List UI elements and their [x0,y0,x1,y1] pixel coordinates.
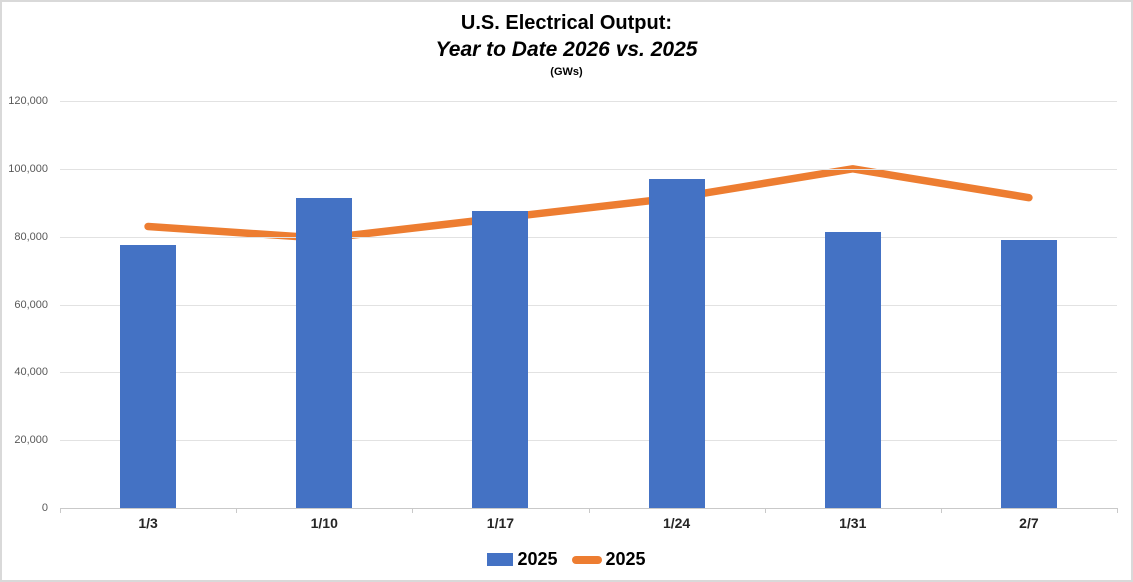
x-axis-label-2-7: 2/7 [1019,515,1039,531]
chart-header: U.S. Electrical Output: Year to Date 202… [2,10,1131,80]
x-axis-tick [1117,508,1118,513]
line-series-path [144,165,1033,243]
chart-units-label: (GWs) [550,66,583,78]
y-axis-label-40000: 40,000 [14,366,48,379]
bar-1-17 [472,211,529,508]
gridline-60000 [60,304,1117,306]
y-axis-label-100000: 100,000 [8,162,48,175]
legend: 2025 2025 [2,549,1131,570]
legend-item-line: 2025 [571,549,646,570]
y-axis-label-120000: 120,000 [8,95,48,107]
line-series-layer [144,165,1033,243]
x-axis-tick [236,508,238,513]
gridline-20000 [60,440,1117,442]
x-axis-tick [60,508,61,513]
legend-label-bar-series: 2025 [517,549,558,569]
x-axis-tick [940,508,942,513]
gridline-80000 [60,236,1117,238]
x-axis-tick [588,508,590,513]
x-axis-tick [412,508,414,513]
bar-1-31 [824,231,881,508]
bar-1-3 [120,245,177,508]
legend-label-line-series: 2025 [605,549,646,569]
bar-1-24 [648,179,705,508]
y-axis-label-80000: 80,000 [14,230,48,243]
plot-area [60,101,1118,513]
legend-swatch-line-series [571,555,602,564]
gridline-120000 [60,101,1117,102]
chart-title: U.S. Electrical Output: [460,12,673,34]
y-axis-label-20000: 20,000 [14,434,48,447]
bar-2-7 [1000,240,1057,508]
x-axis-label-1-10: 1/10 [310,515,338,531]
x-axis-label-1-3: 1/3 [138,515,158,531]
gridline-40000 [60,372,1117,374]
y-axis-label-60000: 60,000 [14,298,48,311]
x-axis-tick [764,508,766,513]
legend-item-bars: 2025 [487,549,558,570]
bar-1-10 [296,197,353,508]
x-axis-label-1-24: 1/24 [662,515,691,531]
x-axis-label-1-31: 1/31 [839,515,867,531]
legend-swatch-bar-series [487,553,514,566]
chart-title-line2: Year to Date 2026 vs. 2025 [435,38,698,61]
y-axis-label-0: 0 [41,502,48,514]
x-axis-label-1-17: 1/17 [486,515,515,531]
gridline-100000 [60,168,1117,170]
